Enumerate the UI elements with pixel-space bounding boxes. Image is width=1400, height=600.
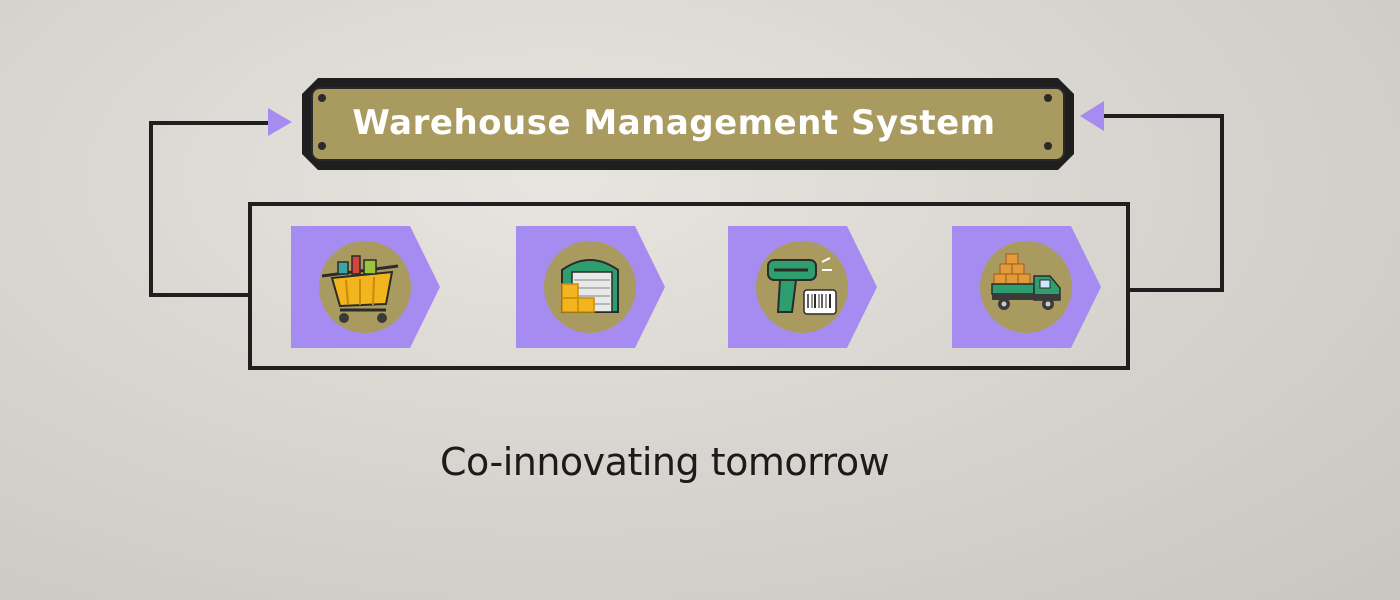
company-tagline: Co-innovating tomorrow xyxy=(440,440,890,484)
page-title: Warehouse Management System xyxy=(352,103,996,143)
shopping-cart-icon xyxy=(321,255,399,323)
right-feedback-line xyxy=(1100,114,1224,292)
banner-rivet xyxy=(1044,142,1052,150)
left-arrow-head xyxy=(268,108,292,136)
left-feedback-line xyxy=(149,121,272,297)
title-banner xyxy=(302,78,1074,170)
banner-rivet xyxy=(318,142,326,150)
warehouse-boxes-icon xyxy=(561,259,619,313)
barcode-scanner-icon xyxy=(767,257,837,315)
banner-rivet xyxy=(318,94,326,102)
step-order xyxy=(291,226,440,348)
delivery-truck-icon xyxy=(991,253,1061,310)
step-storage xyxy=(516,226,665,348)
banner-rivet xyxy=(1044,94,1052,102)
process-container xyxy=(248,202,1130,370)
step-scanning xyxy=(728,226,877,348)
right-arrow-head xyxy=(1080,101,1104,131)
step-delivery xyxy=(952,226,1101,348)
